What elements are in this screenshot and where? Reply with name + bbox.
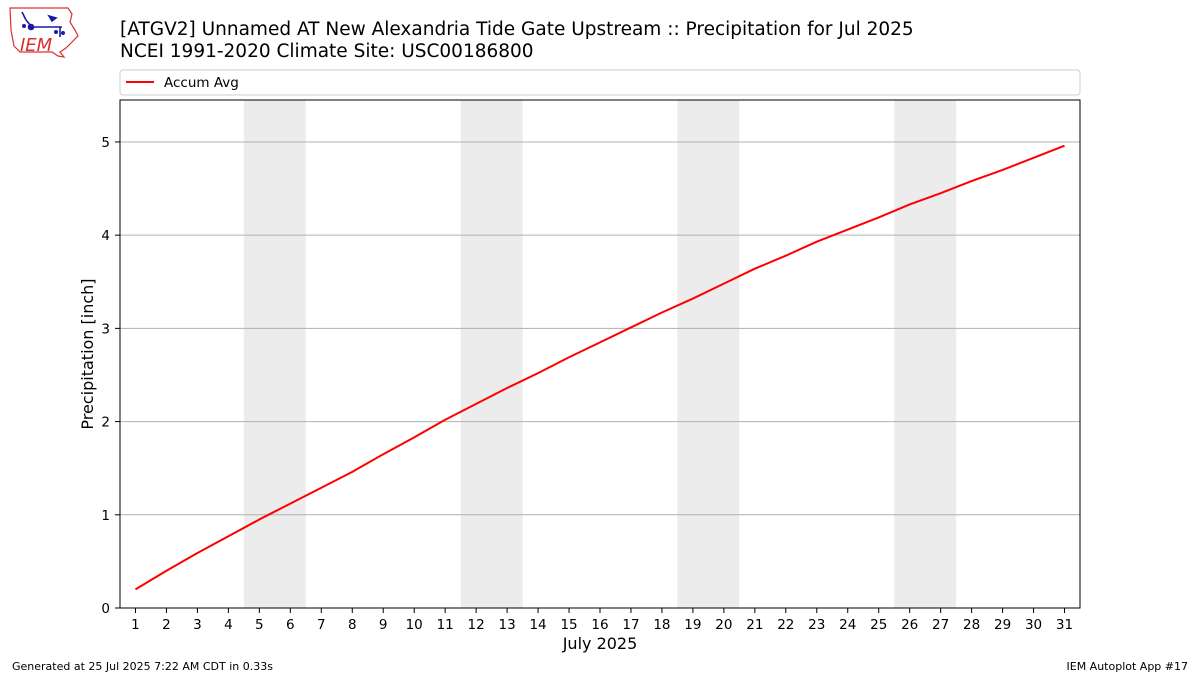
x-tick-label: 13 xyxy=(499,617,516,633)
y-tick-label: 3 xyxy=(101,321,110,337)
weekend-band-1 xyxy=(243,100,306,608)
x-tick-label: 8 xyxy=(348,617,357,633)
y-tick-label: 5 xyxy=(101,135,110,151)
iem-logo: IEM xyxy=(9,7,79,58)
x-tick-label: 19 xyxy=(684,617,701,633)
y-axis-label: Precipitation [inch] xyxy=(78,278,97,429)
generated-note: Generated at 25 Jul 2025 7:22 AM CDT in … xyxy=(12,660,273,673)
x-tick-label: 18 xyxy=(653,617,670,633)
x-tick-label: 5 xyxy=(255,617,264,633)
x-tick-label: 17 xyxy=(622,617,639,633)
weekend-bands xyxy=(243,100,957,608)
y-tick-label: 0 xyxy=(101,601,110,617)
x-tick-label: 26 xyxy=(901,617,918,633)
x-axis-label: July 2025 xyxy=(562,634,638,653)
x-tick-label: 27 xyxy=(932,617,949,633)
x-tick-label: 10 xyxy=(406,617,423,633)
x-tick-label: 2 xyxy=(162,617,171,633)
series-lines xyxy=(134,144,1065,591)
weekend-band-2 xyxy=(460,100,523,608)
x-tick-label: 20 xyxy=(715,617,732,633)
y-tick-label: 1 xyxy=(101,508,110,524)
y-gridlines xyxy=(120,141,1080,516)
x-tick-label: 29 xyxy=(994,617,1011,633)
x-tick-label: 7 xyxy=(317,617,326,633)
x-tick-label: 9 xyxy=(379,617,388,633)
weekend-band-3 xyxy=(677,100,740,608)
app-note: IEM Autoplot App #17 xyxy=(1067,660,1189,673)
x-tick-label: 3 xyxy=(193,617,202,633)
x-axis-ticks: 1 2 3 4 5 6 7 8 9 10 11 12 13 14 15 16 17 18 19 20 21 22 23 24 2… xyxy=(131,608,1073,633)
x-tick-label: 14 xyxy=(529,617,546,633)
x-tick-label: 25 xyxy=(870,617,887,633)
chart-subtitle: NCEI 1991-2020 Climate Site: USC00186800 xyxy=(120,41,534,62)
logo-text: IEM xyxy=(20,35,53,56)
legend-label: Accum Avg xyxy=(164,75,239,91)
x-tick-label: 11 xyxy=(437,617,454,633)
x-tick-label: 24 xyxy=(839,617,856,633)
x-tick-label: 4 xyxy=(224,617,233,633)
x-tick-label: 21 xyxy=(746,617,763,633)
x-tick-label: 28 xyxy=(963,617,980,633)
legend: Accum Avg xyxy=(119,69,1081,96)
x-tick-label: 30 xyxy=(1025,617,1042,633)
x-tick-label: 12 xyxy=(468,617,485,633)
weekend-band-4 xyxy=(894,100,957,608)
x-tick-label: 31 xyxy=(1056,617,1073,633)
x-tick-label: 23 xyxy=(808,617,825,633)
y-axis-ticks: 0 1 2 3 4 5 xyxy=(101,135,120,617)
x-tick-label: 16 xyxy=(591,617,608,633)
chart-title: [ATGV2] Unnamed AT New Alexandria Tide G… xyxy=(120,19,914,40)
x-tick-label: 1 xyxy=(131,617,140,633)
y-tick-label: 2 xyxy=(101,415,110,431)
series-line-accum-avg xyxy=(134,144,1065,591)
x-tick-label: 22 xyxy=(777,617,794,633)
x-tick-label: 15 xyxy=(560,617,577,633)
legend-frame xyxy=(119,69,1081,96)
x-tick-label: 6 xyxy=(286,617,295,633)
y-tick-label: 4 xyxy=(101,228,110,244)
